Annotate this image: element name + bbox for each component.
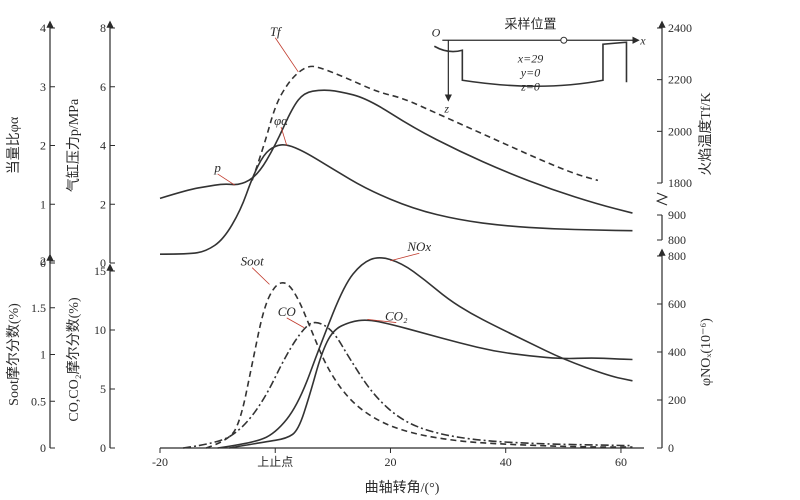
svg-text:1.5: 1.5 [31,301,46,315]
svg-text:40: 40 [500,455,512,469]
svg-text:1: 1 [40,197,46,211]
svg-text:8: 8 [100,21,106,35]
svg-text:1: 1 [40,348,46,362]
svg-text:-20: -20 [152,455,168,469]
label-co2_curve: CO₂ [385,309,408,324]
svg-text:200: 200 [668,393,686,407]
svg-text:900: 900 [668,208,686,222]
curve-Tf_curve [252,66,598,180]
curve-p_curve [160,90,632,213]
svg-text:0: 0 [668,441,674,455]
svg-text:Soot摩尔分数(%): Soot摩尔分数(%) [5,303,22,406]
svg-text:800: 800 [668,233,686,247]
curve-phi_curve [160,145,632,254]
svg-text:2: 2 [40,254,46,268]
inset-eq-0: x=29 [517,51,543,65]
svg-text:z: z [443,101,449,115]
svg-text:0: 0 [100,441,106,455]
svg-text:10: 10 [94,323,106,337]
inset-title: 采样位置 [504,16,556,31]
label-soot_curve: Soot [241,254,265,269]
curve-soot_curve [206,283,632,448]
svg-text:4: 4 [100,139,106,153]
curve-nox_curve [218,258,633,448]
curve-co2_curve [229,320,632,448]
inset-sample-point [561,37,567,43]
svg-text:2000: 2000 [668,124,692,138]
svg-text:60: 60 [615,455,627,469]
svg-text:400: 400 [668,345,686,359]
pointer-Tf_curve [275,38,298,72]
svg-text:当量比φα: 当量比φα [6,116,22,174]
svg-text:2400: 2400 [668,21,692,35]
svg-text:气缸压力p/MPa: 气缸压力p/MPa [65,98,82,192]
svg-text:0.5: 0.5 [31,394,46,408]
svg-text:CO,CO₂摩尔分数(%): CO,CO₂摩尔分数(%) [65,297,82,422]
svg-text:O: O [432,25,441,39]
svg-text:上止点: 上止点 [257,455,293,469]
curve-co_curve [183,323,632,448]
svg-text:3: 3 [40,80,46,94]
svg-text:火焰温度Tf/K: 火焰温度Tf/K [698,92,714,175]
svg-text:2: 2 [100,197,106,211]
svg-text:曲轴转角/(°): 曲轴转角/(°) [365,480,440,496]
svg-text:1800: 1800 [668,176,692,190]
inset-eq-1: y=0 [520,65,540,79]
svg-text:6: 6 [100,80,106,94]
pointer-phi_curve [281,127,287,146]
svg-text:2200: 2200 [668,73,692,87]
svg-text:x: x [639,33,646,47]
svg-text:800: 800 [668,249,686,263]
pointer-co_curve [287,318,304,328]
svg-text:2: 2 [40,139,46,153]
chart-root: -20204060上止点曲轴转角/(°)01234当量比φα02468气缸压力p… [0,0,800,500]
label-Tf_curve: Tf [270,24,283,39]
label-co_curve: CO [278,304,297,319]
svg-text:600: 600 [668,297,686,311]
svg-text:4: 4 [40,21,46,35]
label-nox_curve: NOx [406,239,431,254]
label-phi_curve: φα [274,113,289,128]
inset-eq-2: z=0 [520,79,540,93]
svg-text:φNOₓ(10⁻⁶): φNOₓ(10⁻⁶) [699,318,714,386]
label-p_curve: p [213,160,221,175]
pointer-soot_curve [252,268,269,285]
svg-text:5: 5 [100,382,106,396]
pointer-nox_curve [390,253,419,261]
svg-text:20: 20 [384,455,396,469]
svg-text:15: 15 [94,264,106,278]
svg-text:0: 0 [40,441,46,455]
chart-svg: -20204060上止点曲轴转角/(°)01234当量比φα02468气缸压力p… [0,0,800,500]
